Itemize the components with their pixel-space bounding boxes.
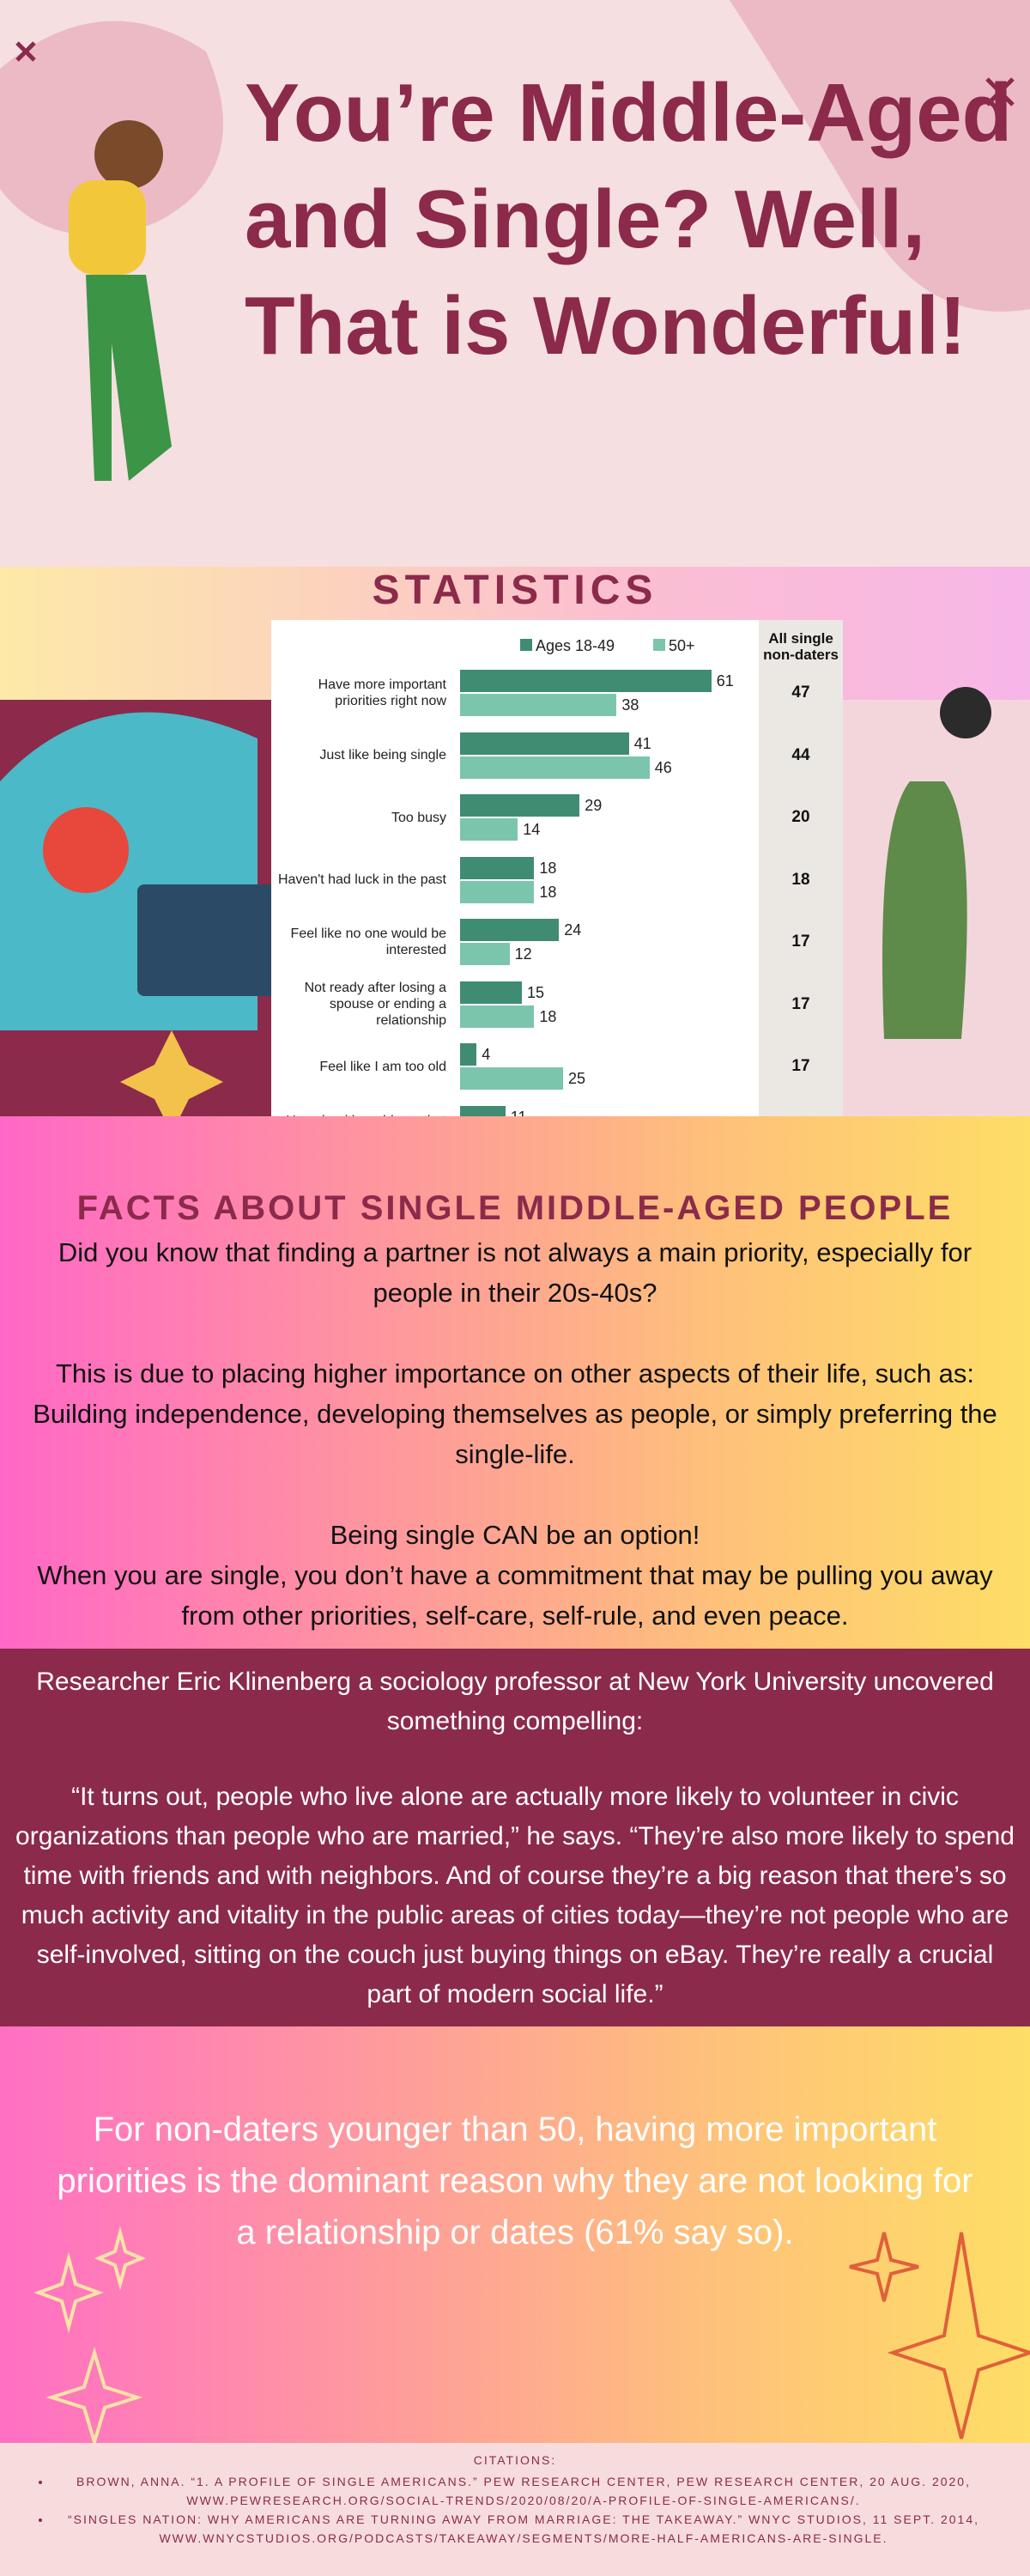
value-label: 41 [633,734,651,752]
total-value: 47 [791,683,810,702]
value-label: 46 [654,758,672,776]
intro: Researcher Eric Klinenberg a sociology p… [36,1668,994,1735]
category-label: Feel like I am too old [319,1059,446,1074]
header: You’re Middle-Aged and Single? Well, Tha… [0,0,1030,567]
citation: Brown, Anna. “1. A Profile of Single Ame… [52,2472,996,2510]
category-label: Not ready after losing a spouse or endin… [304,981,446,1028]
value-label: 29 [585,797,603,814]
bar [460,756,650,779]
bar [460,794,580,817]
value-label: 25 [568,1070,586,1087]
legend-label: 50+ [669,637,695,654]
citations-heading: CITATIONS: [473,2453,557,2467]
total-value: 44 [791,745,810,764]
totals-column [759,620,843,1172]
bar [460,670,712,692]
bar [460,919,560,941]
facts-section: FACTS ABOUT SINGLE MIDDLE-AGED PEOPLE Di… [0,1116,1030,1649]
bar [460,1005,535,1028]
bar [460,1067,563,1090]
total-value: 18 [791,870,810,889]
highlight-section: For non-daters younger than 50, having m… [0,2026,1030,2443]
bar [460,943,510,965]
category-label: Just like being single [319,748,446,762]
highlight-text: For non-daters younger than 50, having m… [57,2111,973,2251]
legend-swatch [653,639,665,651]
title: You’re Middle-Aged and Single? Well, Tha… [245,67,1013,372]
total-value: 17 [791,933,810,951]
totals-header: All single non-daters [763,630,839,663]
bar [460,856,535,879]
value-label: 12 [514,945,532,963]
bar [460,694,617,716]
category-label: Have more important priorities right now [318,677,446,708]
section-heading: STATISTICS [372,568,658,613]
value-label: 15 [527,983,545,1001]
value-label: 18 [539,883,557,901]
value-label: 61 [716,672,734,690]
paragraph: This is due to placing higher importance… [33,1358,997,1469]
category-label: Too busy [391,810,446,825]
paragraph: Being single CAN be an option! [330,1520,700,1550]
bar [460,981,522,1004]
total-value: 20 [791,808,810,826]
bar [460,880,535,903]
citation: “Singles Nation: Why Americans Are Turni… [52,2510,996,2548]
value-label: 24 [564,921,582,939]
value-label: 18 [539,1007,557,1025]
paragraph: When you are single, you don’t have a co… [37,1560,993,1631]
bar-chart: All single non-daters Ages 18-49 50+ Have m… [271,620,843,1172]
section-heading: FACTS ABOUT SINGLE MIDDLE-AGED PEOPLE [76,1189,954,1227]
bar [460,818,518,841]
decor [33,2226,1030,2443]
category-label: Feel like no one would be interested [290,927,446,957]
paragraph: Did you know that finding a partner is n… [58,1237,972,1308]
bar [460,1043,477,1066]
research-section: Researcher Eric Klinenberg a sociology p… [0,1649,1030,2026]
category-label: Haven't had luck in the past [277,872,446,887]
quote: “It turns out, people who live alone are… [15,1783,1015,2008]
facts-body: Did you know that finding a partner is n… [17,1232,1013,1636]
value-label: 14 [523,821,541,838]
value-label: 38 [621,696,639,714]
total-value: 17 [791,994,810,1013]
citations: CITATIONS: Brown, Anna. “1. A Profile of… [0,2443,1030,2576]
value-label: 18 [539,859,557,877]
decor [0,0,1030,481]
decor [0,687,991,1116]
legend-label: Ages 18-49 [536,637,615,654]
total-value: 17 [791,1057,810,1075]
legend-swatch [520,639,532,651]
bar [460,732,629,755]
value-label: 4 [482,1046,491,1063]
